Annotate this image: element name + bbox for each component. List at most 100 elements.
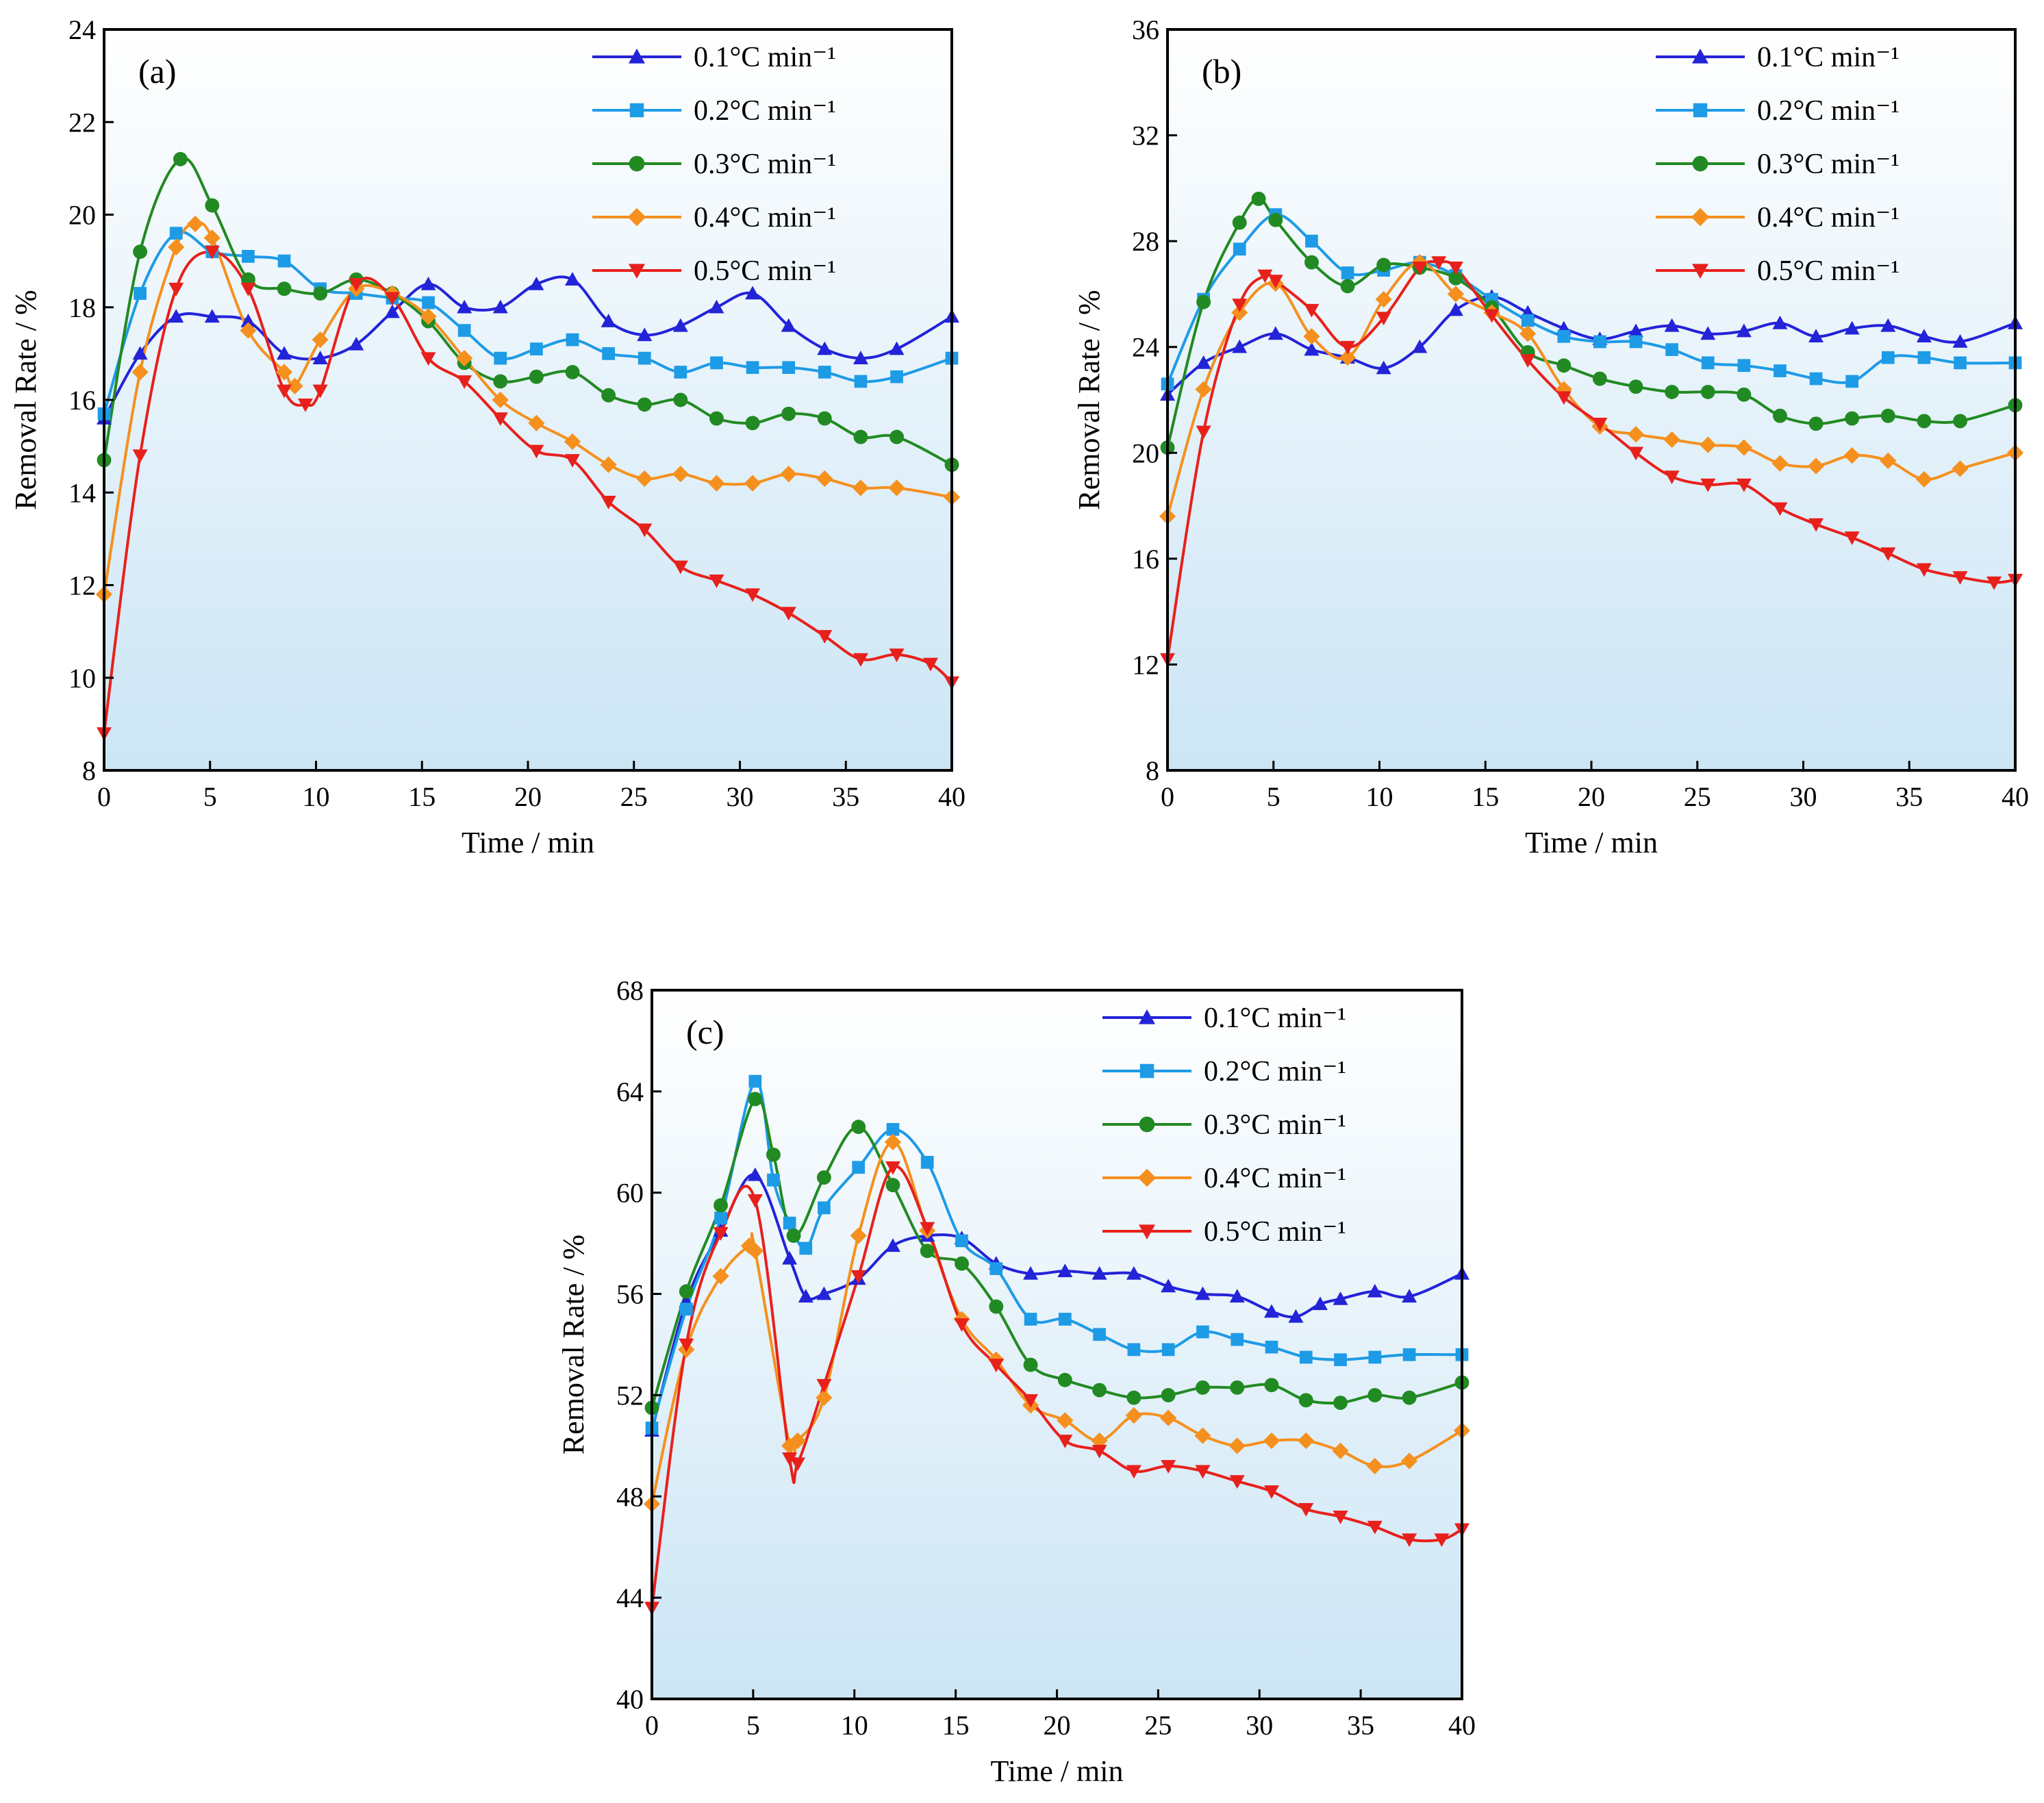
- data-point-s2: [818, 366, 831, 379]
- legend-marker: [629, 155, 645, 172]
- data-point-s4: [744, 475, 761, 492]
- data-point-s3: [493, 374, 508, 389]
- y-tick-label: 36: [1132, 14, 1159, 45]
- legend-item-3: 0.3°C min⁻¹: [592, 149, 836, 180]
- data-point-s4: [564, 433, 581, 450]
- data-point-s2: [679, 1302, 693, 1316]
- data-point-s1: [457, 299, 472, 314]
- data-point-s2: [1402, 1348, 1416, 1361]
- data-point-s5: [1880, 547, 1896, 562]
- legend-marker: [1139, 1063, 1155, 1079]
- data-point-s4: [1735, 439, 1752, 456]
- legend-marker: [629, 264, 645, 279]
- x-tick-label: 35: [1347, 1710, 1374, 1741]
- data-point-s3: [1251, 191, 1266, 206]
- data-point-s3: [1880, 408, 1895, 423]
- x-axis-title: Time / min: [1525, 826, 1658, 859]
- data-point-s1: [1232, 339, 1248, 353]
- legend-item-1: 0.1°C min⁻¹: [1656, 42, 1900, 73]
- y-tick-label: 60: [616, 1178, 644, 1209]
- data-point-s3: [816, 1170, 831, 1185]
- data-point-s1: [492, 299, 508, 314]
- panel-label: (b): [1202, 52, 1241, 90]
- data-point-s5: [816, 1378, 832, 1393]
- data-point-s4: [203, 229, 220, 247]
- data-point-s3: [1230, 1380, 1245, 1395]
- data-point-s2: [530, 342, 543, 355]
- data-point-s4: [850, 1227, 867, 1244]
- x-tick-label: 20: [514, 781, 542, 812]
- data-point-s5: [1196, 425, 1211, 440]
- data-point-s3: [173, 151, 188, 166]
- x-tick-label: 0: [1161, 781, 1174, 812]
- data-point-s1: [1808, 329, 1824, 343]
- y-tick-label: 48: [616, 1481, 644, 1512]
- data-point-s1: [1126, 1266, 1141, 1280]
- data-point-s5: [1916, 563, 1932, 577]
- data-point-s5: [853, 653, 868, 667]
- data-point-s3: [1628, 379, 1643, 394]
- data-point-s5: [1431, 256, 1447, 270]
- data-point-s5: [923, 657, 939, 672]
- x-tick-label: 40: [2002, 781, 2029, 812]
- data-point-s4: [492, 391, 509, 409]
- data-point-s3: [1232, 215, 1247, 230]
- panel-a: 0 5 10 15 20 25 30 35 40 8 10 12 14 16 18 20 22 24 Time / …: [9, 14, 966, 859]
- data-point-s2: [1058, 1313, 1072, 1326]
- data-point-s5: [1304, 303, 1320, 318]
- legend-label: 0.4°C min⁻¹: [1204, 1163, 1346, 1194]
- panel-label: (c): [686, 1013, 724, 1051]
- data-point-s5: [889, 648, 905, 662]
- y-tick-label: 68: [616, 975, 644, 1006]
- y-tick-label: 22: [68, 107, 96, 138]
- data-point-s2: [1341, 266, 1354, 279]
- x-tick-label: 0: [645, 1710, 659, 1741]
- data-point-s5: [679, 1338, 694, 1352]
- y-tick-label: 64: [616, 1076, 644, 1107]
- data-point-s1: [745, 286, 761, 300]
- data-point-s4: [1057, 1412, 1074, 1429]
- data-point-s5: [529, 444, 544, 459]
- data-point-s2: [1305, 234, 1318, 248]
- data-point-s1: [1628, 323, 1643, 338]
- legend-label: 0.3°C min⁻¹: [1204, 1109, 1346, 1141]
- data-point-s4: [708, 475, 725, 492]
- x-tick-label: 35: [1895, 781, 1923, 812]
- y-tick-label: 16: [1132, 544, 1159, 575]
- x-tick-label: 0: [97, 781, 111, 812]
- data-point-s2: [710, 356, 723, 370]
- data-point-s4: [1332, 1442, 1349, 1459]
- x-tick-label: 30: [1246, 1710, 1273, 1741]
- data-point-s5: [240, 282, 256, 297]
- data-point-s2: [955, 1234, 968, 1248]
- data-point-s4: [1195, 381, 1212, 398]
- data-point-s5: [1772, 502, 1788, 516]
- y-tick-label: 52: [616, 1380, 644, 1411]
- data-point-s3: [205, 198, 220, 213]
- legend-label: 0.2°C min⁻¹: [1204, 1056, 1346, 1087]
- data-point-s2: [1809, 372, 1823, 386]
- data-point-s2: [134, 287, 147, 300]
- data-point-s5: [1023, 1394, 1039, 1408]
- data-point-s1: [637, 327, 653, 342]
- data-point-s3: [1057, 1372, 1072, 1387]
- data-point-s3: [673, 392, 688, 407]
- data-point-s5: [1808, 518, 1824, 532]
- data-point-s1: [312, 351, 328, 364]
- legend-label: 0.4°C min⁻¹: [694, 202, 836, 234]
- data-point-s4: [1125, 1407, 1142, 1424]
- legend-marker: [1139, 1009, 1155, 1024]
- data-point-s3: [1737, 387, 1752, 402]
- y-tick-label: 28: [1132, 226, 1159, 257]
- legend-marker: [1692, 49, 1708, 64]
- data-point-s2: [1629, 335, 1643, 349]
- x-tick-label: 5: [1267, 781, 1280, 812]
- data-point-s3: [817, 411, 832, 426]
- data-point-s1: [277, 346, 292, 360]
- data-point-s2: [714, 1211, 727, 1225]
- x-tick-label: 10: [841, 1710, 868, 1741]
- data-point-s4: [286, 377, 303, 394]
- legend-label: 0.2°C min⁻¹: [1757, 95, 1900, 127]
- data-point-s1: [564, 272, 580, 286]
- data-point-s3: [1917, 414, 1932, 429]
